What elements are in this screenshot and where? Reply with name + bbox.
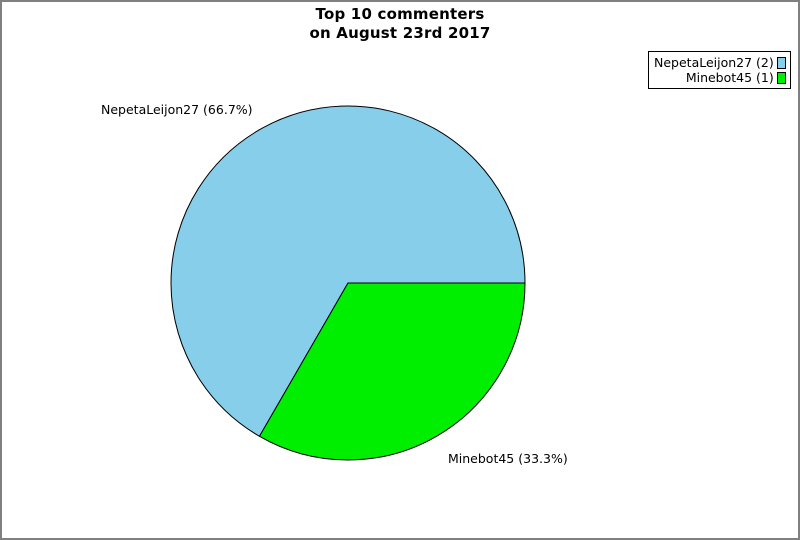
chart-title-line-2: on August 23rd 2017 [309, 24, 491, 42]
legend-label-minebot45: Minebot45 (1) [685, 69, 774, 85]
legend-item-nepetaleijon27[interactable]: NepetaLeijon27 (2) [654, 55, 786, 70]
legend-label-nepetaleijon27: NepetaLeijon27 (2) [654, 54, 774, 70]
legend-item-minebot45[interactable]: Minebot45 (1) [654, 70, 786, 85]
legend-color-swatch-nepetaleijon27 [776, 56, 786, 69]
legend-color-swatch-minebot45 [776, 71, 786, 84]
pie-slice-nepetaleijon27[interactable] [170, 105, 526, 437]
pie-slice-label-minebot45: Minebot45 (33.3%) [448, 451, 568, 466]
chart-title-line-1: Top 10 commenters [315, 5, 485, 23]
pie-slice-label-nepetaleijon27: NepetaLeijon27 (66.7%) [101, 102, 253, 117]
pie-slice-minebot45[interactable] [259, 282, 526, 461]
chart-title: Top 10 commenters on August 23rd 2017 [2, 5, 798, 43]
chart-legend: NepetaLeijon27 (2) Minebot45 (1) [648, 51, 791, 89]
